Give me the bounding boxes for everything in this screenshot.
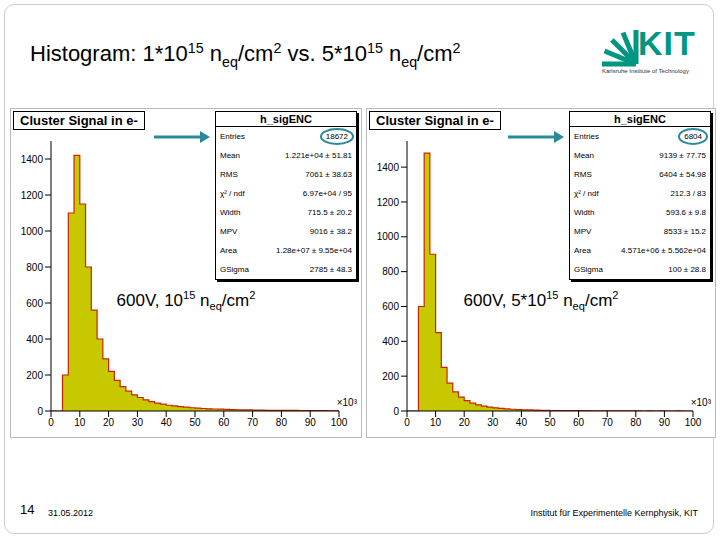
html-text:GSigma: GSigma	[220, 265, 249, 274]
html-text:9016 ± 38.2: 9016 ± 38.2	[309, 227, 352, 236]
html-text:Entries: Entries	[574, 132, 599, 141]
svg-text:40: 40	[161, 417, 173, 428]
svg-text:70: 70	[602, 417, 614, 428]
svg-text:1400: 1400	[377, 162, 400, 173]
html-text:MPV: MPV	[574, 227, 592, 236]
html-text:KIT: KIT	[638, 24, 696, 62]
svg-text:10: 10	[74, 417, 86, 428]
html-text:Cluster Signal in e-: Cluster Signal in e-	[376, 113, 494, 128]
html-text:600V, 5*10: 600V, 5*10	[463, 290, 547, 310]
html-text:Cluster Signal in e-: Cluster Signal in e-	[20, 113, 138, 128]
svg-text:60: 60	[573, 417, 585, 428]
html-text:χ² / ndf: χ² / ndf	[574, 189, 599, 198]
html-text:9139 ± 77.75: 9139 ± 77.75	[659, 151, 706, 160]
html-text:15neq/cm2vs. 5*10: 15neq/cm2vs. 5*10	[187, 40, 367, 70]
svg-text:1400: 1400	[21, 154, 44, 165]
html-text:600V, 10: 600V, 10	[116, 290, 184, 310]
svg-text:50: 50	[189, 417, 201, 428]
svg-text:800: 800	[382, 266, 399, 277]
html-text:6804: 6804	[684, 132, 702, 141]
svg-text:400: 400	[26, 334, 43, 345]
html-text:Area: Area	[574, 246, 591, 255]
svg-text:70: 70	[247, 417, 259, 428]
html-text:7061 ± 38.63: 7061 ± 38.63	[305, 170, 352, 179]
html-text:15neq/cm2: 15neq/cm2	[183, 289, 256, 312]
svg-text:30: 30	[132, 417, 144, 428]
html-text:2785 ± 48.3: 2785 ± 48.3	[309, 265, 352, 274]
svg-text:100: 100	[685, 417, 702, 428]
html-text:GSigma: GSigma	[574, 265, 603, 274]
html-text:Mean: Mean	[220, 151, 240, 160]
svg-text:0: 0	[37, 406, 43, 417]
svg-text:0: 0	[404, 417, 410, 428]
svg-text:600: 600	[382, 301, 399, 312]
svg-text:80: 80	[276, 417, 288, 428]
html-text:×10³: ×10³	[690, 397, 711, 408]
html-text:χ² / ndf: χ² / ndf	[220, 189, 245, 198]
svg-text:100: 100	[331, 417, 348, 428]
svg-text:40: 40	[516, 417, 528, 428]
svg-text:1200: 1200	[377, 197, 400, 208]
html-text:Entries: Entries	[220, 132, 245, 141]
html-text:212.3 / 83: 212.3 / 83	[670, 189, 706, 198]
svg-text:200: 200	[382, 371, 399, 382]
html-text:1.221e+04 ± 51.81: 1.221e+04 ± 51.81	[285, 151, 352, 160]
svg-text:20: 20	[459, 417, 471, 428]
html-text:RMS: RMS	[220, 170, 238, 179]
html-text:6404 ± 54.98: 6404 ± 54.98	[659, 170, 706, 179]
svg-text:200: 200	[26, 370, 43, 381]
svg-text:60: 60	[218, 417, 230, 428]
html-text:Width: Width	[574, 208, 595, 217]
svg-text:1000: 1000	[377, 231, 400, 242]
html-text:h_sigENC: h_sigENC	[614, 113, 666, 125]
html-text:18672: 18672	[325, 132, 348, 141]
html-text:8533 ± 15.2: 8533 ± 15.2	[663, 227, 706, 236]
svg-text:10: 10	[430, 417, 442, 428]
svg-text:800: 800	[26, 262, 43, 273]
html-text:×10³: ×10³	[336, 397, 357, 408]
html-text:Institut für Experimentelle Ke: Institut für Experimentelle Kernphysik, …	[530, 508, 698, 518]
svg-text:50: 50	[544, 417, 556, 428]
html-text:Area: Area	[220, 246, 237, 255]
html-text:14: 14	[20, 502, 35, 517]
svg-text:1000: 1000	[21, 226, 44, 237]
svg-text:600: 600	[26, 298, 43, 309]
svg-text:90: 90	[305, 417, 317, 428]
svg-text:90: 90	[659, 417, 671, 428]
html-text:15neq/cm2: 15neq/cm2	[366, 40, 461, 70]
html-text:715.5 ± 20.2: 715.5 ± 20.2	[307, 208, 352, 217]
svg-text:80: 80	[630, 417, 642, 428]
html-text:100 ± 28.8: 100 ± 28.8	[668, 265, 706, 274]
svg-text:400: 400	[382, 336, 399, 347]
html-text:4.571e+06 ± 5.562e+04: 4.571e+06 ± 5.562e+04	[621, 246, 706, 255]
html-text:593.6 ± 9.8: 593.6 ± 9.8	[666, 208, 706, 217]
html-text:31.05.2012: 31.05.2012	[48, 508, 93, 518]
html-text:1.28e+07 ± 9.55e+04: 1.28e+07 ± 9.55e+04	[276, 246, 352, 255]
svg-text:30: 30	[487, 417, 499, 428]
html-text:6.97e+04 / 95: 6.97e+04 / 95	[302, 189, 352, 198]
html-text:Mean: Mean	[574, 151, 594, 160]
html-text:RMS: RMS	[574, 170, 592, 179]
html-text:15neq/cm2: 15neq/cm2	[546, 289, 619, 312]
svg-text:20: 20	[103, 417, 115, 428]
svg-text:1200: 1200	[21, 190, 44, 201]
html-text:MPV: MPV	[220, 227, 238, 236]
html-text:h_sigENC: h_sigENC	[260, 113, 312, 125]
html-text:Karlsruhe Institute of Technol: Karlsruhe Institute of Technology	[602, 68, 689, 74]
svg-text:0: 0	[48, 417, 54, 428]
html-text:Width: Width	[220, 208, 241, 217]
html-text:Histogram: 1*10: Histogram: 1*10	[30, 41, 188, 67]
svg-text:0: 0	[393, 406, 399, 417]
